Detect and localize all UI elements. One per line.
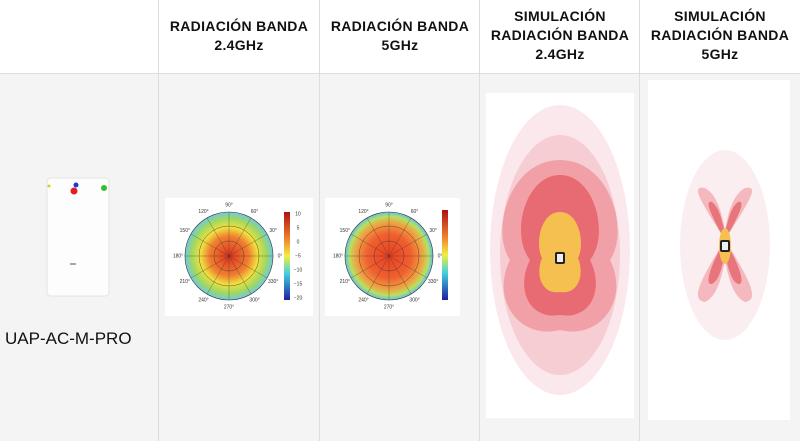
polar-spoke bbox=[388, 233, 428, 257]
polar-spoke bbox=[190, 233, 230, 257]
header-text: SIMULACIÓN bbox=[514, 7, 606, 24]
angle-label: 300° bbox=[249, 297, 259, 303]
simulation-24 bbox=[490, 105, 630, 395]
header-text: 2.4GHz bbox=[214, 37, 263, 53]
simulation-5 bbox=[680, 150, 770, 340]
angle-label: 330° bbox=[268, 279, 278, 285]
angle-label: 300° bbox=[409, 297, 419, 303]
angle-label: 180° bbox=[173, 253, 183, 259]
colorbar-label: −5 bbox=[295, 253, 301, 259]
header-text: 5GHz bbox=[382, 37, 419, 53]
angle-label: 30° bbox=[429, 228, 437, 234]
polar-spoke bbox=[228, 217, 252, 257]
product-name: UAP-AC-M-PRO bbox=[5, 329, 132, 348]
polar-spoke bbox=[350, 233, 390, 257]
polar-spoke bbox=[206, 217, 230, 257]
polar-spoke bbox=[206, 255, 230, 295]
colorbar-label: −15 bbox=[294, 281, 303, 287]
polar-spoke bbox=[350, 255, 390, 279]
polar-spoke bbox=[388, 217, 412, 257]
angle-label: 30° bbox=[269, 228, 277, 234]
angle-label: 210° bbox=[180, 279, 190, 285]
angle-label: 120° bbox=[198, 209, 208, 215]
colorbar-label: −20 bbox=[294, 295, 303, 301]
angle-label: 270° bbox=[384, 304, 394, 310]
polar-spoke bbox=[366, 217, 390, 257]
header-text: RADIACIÓN BANDA bbox=[491, 26, 629, 43]
angle-label: 210° bbox=[340, 279, 350, 285]
polar-spoke bbox=[190, 255, 230, 279]
colorbar bbox=[284, 212, 290, 300]
angle-label: 90° bbox=[385, 202, 393, 208]
angle-label: 240° bbox=[358, 297, 368, 303]
angle-label: 60° bbox=[411, 209, 419, 215]
angle-label: 60° bbox=[251, 209, 259, 215]
header-text: RADIACIÓN BANDA bbox=[331, 17, 469, 34]
polar-spoke bbox=[228, 233, 268, 257]
polar-spoke bbox=[228, 255, 268, 279]
polar-spoke bbox=[388, 255, 412, 295]
device-image bbox=[46, 177, 110, 297]
polar-spoke bbox=[388, 255, 428, 279]
colorbar-label: 0 bbox=[297, 239, 300, 245]
colorbar-label: 10 bbox=[295, 211, 301, 217]
angle-label: 90° bbox=[225, 202, 233, 208]
colorbar bbox=[442, 210, 448, 300]
angle-label: 270° bbox=[224, 304, 234, 310]
header-text: SIMULACIÓN bbox=[674, 7, 766, 24]
header-text: RADIACIÓN BANDA bbox=[170, 17, 308, 34]
angle-label: 120° bbox=[358, 209, 368, 215]
header-text: 5GHz bbox=[702, 46, 739, 62]
angle-label: 240° bbox=[198, 297, 208, 303]
header-text: 2.4GHz bbox=[535, 46, 584, 62]
angle-label: 180° bbox=[333, 253, 343, 259]
polar-spoke bbox=[228, 255, 252, 295]
header: RADIACIÓN BANDA 2.4GHz RADIACIÓN BANDA 5GHz… bbox=[170, 7, 789, 62]
colorbar-label: 5 bbox=[297, 225, 300, 231]
angle-label: 150° bbox=[180, 228, 190, 234]
polar-spoke bbox=[366, 255, 390, 295]
angle-label: 0° bbox=[438, 253, 443, 259]
angle-label: 330° bbox=[428, 279, 438, 285]
angle-label: 0° bbox=[278, 253, 283, 259]
colorbar-label: −10 bbox=[294, 267, 303, 273]
angle-label: 150° bbox=[340, 228, 350, 234]
header-text: RADIACIÓN BANDA bbox=[651, 26, 789, 43]
